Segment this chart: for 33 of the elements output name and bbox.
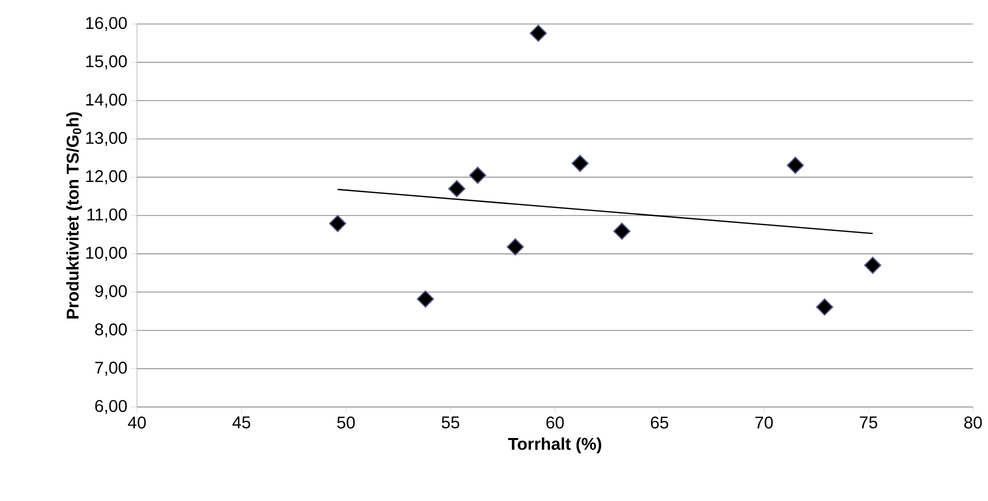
point	[506, 238, 524, 256]
x-tick-label: 50	[337, 416, 355, 429]
point	[816, 298, 834, 316]
point	[864, 256, 882, 274]
point	[613, 222, 630, 240]
x-tick-label: 70	[755, 416, 773, 429]
y-tick-label: 11,00	[87, 208, 127, 223]
point	[571, 154, 589, 172]
y-tick-label: 6,00	[95, 400, 127, 414]
point	[416, 290, 434, 308]
point	[469, 166, 486, 184]
x-tick-label: 60	[546, 416, 564, 429]
point	[329, 214, 346, 232]
y-tick-label: 14,00	[86, 94, 127, 108]
y-tick-label: 10,00	[86, 246, 127, 261]
y-tick-label: 13,00	[86, 132, 127, 146]
y-tick-label: 15,00	[86, 55, 127, 70]
x-axis-title: Torrhalt (%)	[508, 437, 602, 454]
x-tick-label: 80	[964, 416, 982, 429]
point	[448, 180, 466, 198]
x-tick-label: 75	[860, 416, 878, 428]
x-tick-label: 65	[650, 416, 668, 429]
y-axis-title: Produktivitet (ton TS/G$_{0}$h)	[66, 112, 82, 318]
y-tick-label: 16,00	[86, 16, 127, 32]
y-tick-label: 8,00	[95, 323, 127, 338]
x-tick-label: 45	[232, 416, 250, 428]
x-tick-label: 40	[128, 416, 146, 429]
y-tick-label: 7,00	[95, 362, 127, 376]
x-tick-label: 55	[442, 416, 460, 428]
y-tick-label: 9,00	[95, 285, 127, 300]
point	[786, 156, 804, 174]
point	[530, 24, 547, 42]
y-tick-label: 12,00	[86, 170, 127, 184]
